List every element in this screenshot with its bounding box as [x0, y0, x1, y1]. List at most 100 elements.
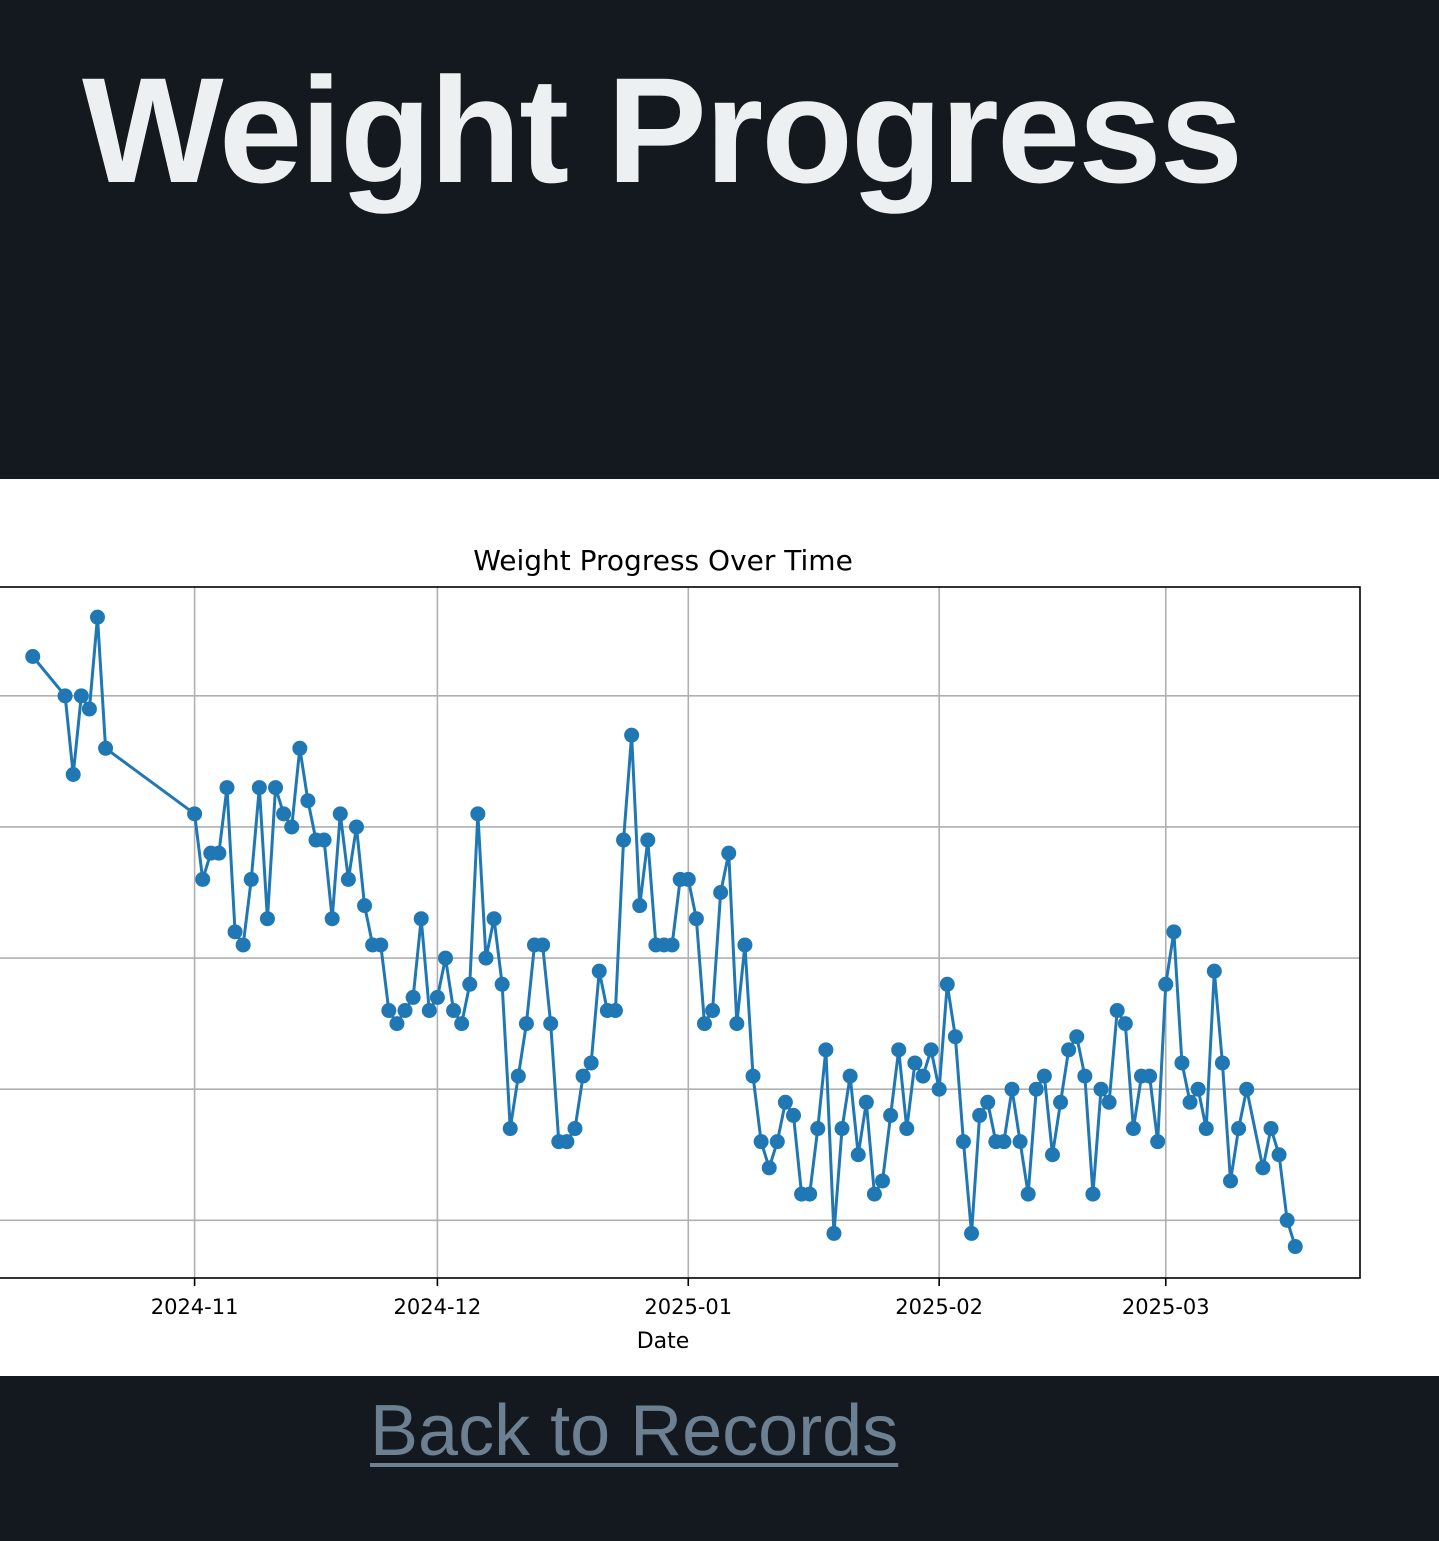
data-point [389, 1016, 405, 1032]
data-point [1036, 1068, 1052, 1084]
data-point [891, 1042, 907, 1058]
data-point [607, 1003, 623, 1019]
data-point [421, 1003, 437, 1019]
data-point [907, 1055, 923, 1071]
data-point [292, 740, 308, 756]
data-point [1190, 1081, 1206, 1097]
data-point [834, 1121, 850, 1137]
data-point [1109, 1003, 1125, 1019]
data-point [1053, 1094, 1069, 1110]
data-point [57, 688, 73, 704]
data-point [324, 911, 340, 927]
data-point [413, 911, 429, 927]
data-point [227, 924, 243, 940]
x-axis-label: Date [637, 1329, 690, 1354]
data-point [939, 976, 955, 992]
data-point [777, 1094, 793, 1110]
back-link[interactable]: Back to Records [370, 1391, 899, 1471]
data-point [381, 1003, 397, 1019]
data-point [818, 1042, 834, 1058]
data-point [1263, 1121, 1279, 1137]
data-point [1150, 1134, 1166, 1150]
data-point [1142, 1068, 1158, 1084]
data-point [486, 911, 502, 927]
data-point [535, 937, 551, 953]
data-point [429, 989, 445, 1005]
data-point [462, 976, 478, 992]
data-point [559, 1134, 575, 1150]
data-point [980, 1094, 996, 1110]
data-point [98, 740, 114, 756]
data-point [680, 871, 696, 887]
data-point [624, 727, 640, 743]
x-tick-label: 2025-03 [1122, 1295, 1210, 1319]
data-point [1231, 1121, 1247, 1137]
data-point [397, 1003, 413, 1019]
data-point [761, 1160, 777, 1176]
data-point [89, 609, 105, 625]
data-point [316, 832, 332, 848]
data-point [1198, 1121, 1214, 1137]
data-point [575, 1068, 591, 1084]
data-point [518, 1016, 534, 1032]
data-point [753, 1134, 769, 1150]
data-point [785, 1107, 801, 1123]
data-point [219, 780, 235, 796]
data-point [850, 1147, 866, 1163]
data-point [1044, 1147, 1060, 1163]
data-point [591, 963, 607, 979]
data-point [1085, 1186, 1101, 1202]
data-point [972, 1107, 988, 1123]
data-point [510, 1068, 526, 1084]
data-point [1061, 1042, 1077, 1058]
data-point [235, 937, 251, 953]
data-point [357, 898, 373, 914]
data-point [1117, 1016, 1133, 1032]
data-point [826, 1225, 842, 1241]
data-point [348, 819, 364, 835]
data-point [567, 1121, 583, 1137]
data-point [243, 871, 259, 887]
data-point [842, 1068, 858, 1084]
data-point [616, 832, 632, 848]
data-point [1287, 1239, 1303, 1255]
data-point [1125, 1121, 1141, 1137]
data-point [1206, 963, 1222, 979]
data-point [502, 1121, 518, 1137]
data-point [1069, 1029, 1085, 1045]
data-point [73, 688, 89, 704]
data-point [640, 832, 656, 848]
data-point [705, 1003, 721, 1019]
data-point [931, 1081, 947, 1097]
data-point [1182, 1094, 1198, 1110]
data-point [883, 1107, 899, 1123]
x-tick-label: 2025-02 [895, 1295, 983, 1319]
data-point [284, 819, 300, 835]
x-tick-label: 2024-11 [151, 1295, 239, 1319]
data-point [696, 1016, 712, 1032]
data-point [340, 871, 356, 887]
data-point [1166, 924, 1182, 940]
plot-frame [0, 586, 1361, 1279]
data-point [737, 937, 753, 953]
data-point [729, 1016, 745, 1032]
data-point [405, 989, 421, 1005]
data-point [268, 780, 284, 796]
data-point [964, 1225, 980, 1241]
data-point [1158, 976, 1174, 992]
data-point [1271, 1147, 1287, 1163]
data-point [802, 1186, 818, 1202]
data-point [1223, 1173, 1239, 1189]
chart-title: Weight Progress Over Time [473, 544, 853, 577]
data-point [810, 1121, 826, 1137]
data-point [1279, 1212, 1295, 1228]
data-point [1255, 1160, 1271, 1176]
data-point [1214, 1055, 1230, 1071]
data-point [1020, 1186, 1036, 1202]
data-point [713, 885, 729, 901]
data-point [1004, 1081, 1020, 1097]
data-point [996, 1134, 1012, 1150]
data-point [1028, 1081, 1044, 1097]
data-point [276, 806, 292, 822]
data-point [437, 950, 453, 966]
